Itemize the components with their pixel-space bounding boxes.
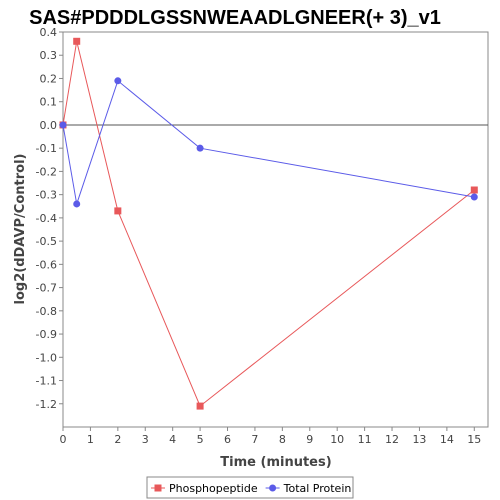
chart-title: SAS#PDDDLGSSNWEAADLGNEER(+ 3)_v1 bbox=[29, 7, 441, 29]
y-tick-label: -1.1 bbox=[36, 375, 57, 388]
x-tick-label: 13 bbox=[412, 433, 426, 446]
y-tick-label: 0.3 bbox=[40, 49, 58, 62]
data-point bbox=[73, 37, 81, 45]
x-axis-title: Time (minutes) bbox=[220, 455, 331, 470]
x-tick-label: 12 bbox=[385, 433, 399, 446]
y-tick-label: 0.0 bbox=[40, 119, 58, 132]
x-tick-label: 15 bbox=[467, 433, 481, 446]
x-tick-label: 6 bbox=[224, 433, 231, 446]
x-tick-label: 0 bbox=[60, 433, 67, 446]
y-axis: 0.4 0.3 0.2 0.1 0.0 -0.1 -0.2 -0.3 -0.4 -0.5 -0.6 -… bbox=[36, 26, 63, 411]
series-layer bbox=[59, 37, 488, 410]
data-point bbox=[114, 207, 122, 215]
y-tick-label: -1.0 bbox=[36, 351, 57, 364]
data-point bbox=[114, 77, 122, 85]
x-axis: 0 1 2 3 4 5 6 7 8 9 10 11 12 13 14 15 bbox=[60, 427, 481, 446]
data-point bbox=[73, 200, 81, 208]
legend-marker bbox=[154, 484, 162, 492]
legend-item: Phosphopeptide bbox=[151, 482, 258, 495]
data-point bbox=[196, 402, 204, 410]
legend-label: Total Protein bbox=[283, 482, 352, 495]
y-tick-label: -0.6 bbox=[36, 258, 57, 271]
data-point bbox=[59, 121, 67, 129]
y-tick-label: -0.8 bbox=[36, 305, 57, 318]
data-point bbox=[470, 186, 478, 194]
y-tick-label: 0.2 bbox=[40, 72, 58, 85]
plot-area bbox=[62, 31, 489, 428]
legend-marker bbox=[269, 484, 277, 492]
x-tick-label: 1 bbox=[87, 433, 94, 446]
x-tick-label: 8 bbox=[279, 433, 286, 446]
x-tick-label: 14 bbox=[440, 433, 454, 446]
y-tick-label: 0.4 bbox=[40, 26, 58, 39]
x-tick-label: 2 bbox=[114, 433, 121, 446]
y-axis-title: log2(dDAVP/Control) bbox=[13, 154, 28, 305]
x-tick-label: 11 bbox=[358, 433, 372, 446]
y-tick-label: -0.5 bbox=[36, 235, 57, 248]
legend-box bbox=[146, 476, 354, 499]
y-tick-label: -1.2 bbox=[36, 398, 57, 411]
y-tick-label: -0.1 bbox=[36, 142, 57, 155]
x-tick-label: 4 bbox=[169, 433, 176, 446]
x-tick-label: 5 bbox=[197, 433, 204, 446]
data-point bbox=[470, 193, 478, 201]
y-tick-label: -0.4 bbox=[36, 212, 57, 225]
x-tick-label: 9 bbox=[306, 433, 313, 446]
x-tick-label: 3 bbox=[142, 433, 149, 446]
y-tick-label: -0.7 bbox=[36, 282, 57, 295]
x-tick-label: 7 bbox=[251, 433, 258, 446]
legend: Phosphopeptide Total Protein bbox=[146, 476, 354, 499]
data-point bbox=[196, 144, 204, 152]
y-tick-label: -0.2 bbox=[36, 165, 57, 178]
y-tick-label: 0.1 bbox=[40, 96, 58, 109]
x-tick-label: 10 bbox=[330, 433, 344, 446]
y-tick-label: -0.9 bbox=[36, 328, 57, 341]
series-total-protein bbox=[59, 77, 478, 208]
y-tick-label: -0.3 bbox=[36, 189, 57, 202]
legend-label: Phosphopeptide bbox=[169, 482, 258, 495]
plot-frame bbox=[62, 31, 489, 428]
legend-item: Total Protein bbox=[265, 482, 352, 495]
